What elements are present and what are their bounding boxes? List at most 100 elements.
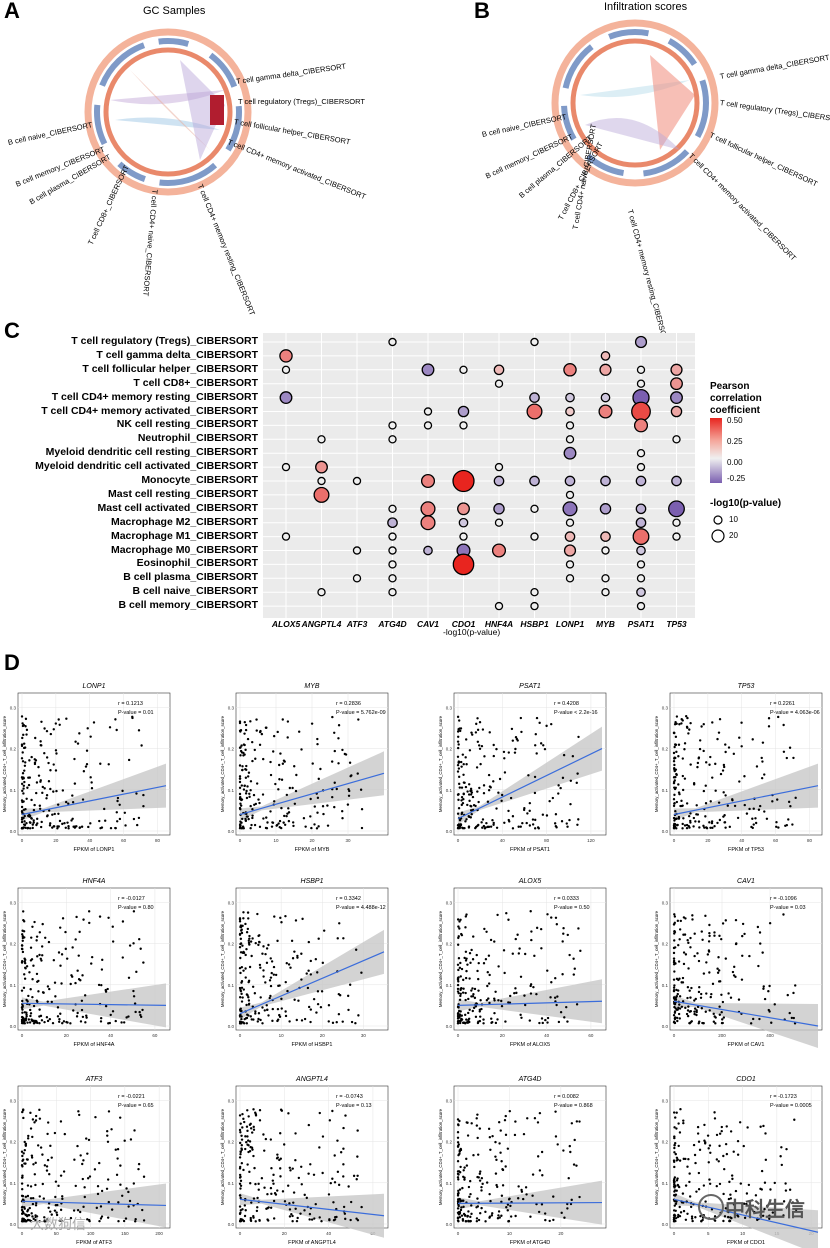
- scatter-point: [239, 802, 242, 805]
- scatter-point: [791, 1201, 795, 1204]
- scatter-point: [464, 1013, 467, 1017]
- scatter-point: [132, 989, 135, 993]
- scatter-point: [99, 1020, 103, 1023]
- scatter-point: [29, 1111, 32, 1115]
- scatter-point: [94, 1115, 97, 1119]
- scatter-point: [681, 788, 685, 792]
- scatter-point: [695, 1009, 698, 1012]
- scatter-point: [677, 1185, 681, 1189]
- scatter-point: [238, 764, 242, 767]
- bubble-point: [600, 392, 611, 403]
- scatter-point: [28, 813, 31, 816]
- scatter-point: [352, 1174, 356, 1178]
- scatter-point: [460, 803, 464, 807]
- scatter-point: [701, 938, 704, 941]
- scatter-point: [342, 1175, 345, 1178]
- scatter-point: [465, 1018, 468, 1021]
- scatter-point: [704, 1010, 707, 1013]
- legend-colorbar: [710, 418, 722, 483]
- scatter-point: [60, 953, 64, 956]
- scatter-point: [702, 1184, 706, 1187]
- scatter-point: [723, 1215, 727, 1218]
- scatter-point: [677, 791, 681, 794]
- scatter-point: [55, 1211, 58, 1214]
- scatter-point: [546, 1016, 550, 1020]
- scatter-point: [132, 817, 136, 821]
- bubble-point: [494, 518, 504, 527]
- scatter-point: [569, 1150, 572, 1154]
- scatter-r-value: r = 0.0333: [554, 896, 579, 902]
- scatter-point: [131, 716, 134, 720]
- scatter-point: [50, 1000, 53, 1004]
- scatter-point: [92, 721, 96, 724]
- scatter-point: [331, 1021, 335, 1025]
- scatter-point: [472, 804, 476, 807]
- scatter-point: [757, 964, 760, 968]
- scatter-point: [573, 967, 576, 970]
- scatter-point: [506, 1209, 509, 1212]
- scatter-point: [90, 781, 93, 784]
- scatter-point: [706, 1134, 710, 1137]
- scatter-point: [458, 927, 461, 930]
- scatter-point: [762, 1124, 765, 1128]
- scatter-point: [20, 820, 24, 824]
- scatter-point: [693, 1010, 696, 1013]
- scatter-point: [40, 720, 43, 723]
- scatter-point: [674, 810, 677, 813]
- scatter-point: [466, 1214, 469, 1218]
- scatter-point: [727, 1197, 731, 1201]
- scatter-point: [22, 1016, 25, 1020]
- scatter-point: [83, 1186, 86, 1189]
- scatter-point: [477, 1153, 480, 1156]
- scatter-point: [680, 722, 683, 725]
- scatter-point: [39, 1146, 43, 1149]
- scatter-point: [456, 715, 460, 719]
- scatter-point: [288, 1215, 292, 1218]
- bubble-point: [315, 460, 328, 474]
- scatter-point: [141, 1208, 144, 1212]
- scatter-point: [696, 952, 699, 955]
- scatter-point: [794, 1208, 798, 1211]
- scatter-point: [554, 1110, 557, 1113]
- scatter-point: [275, 824, 278, 827]
- scatter-point: [280, 1109, 284, 1112]
- scatter-point: [698, 1148, 702, 1152]
- bubble-point: [317, 588, 326, 597]
- scatter-point: [38, 1008, 41, 1011]
- scatter-point: [53, 1209, 57, 1212]
- scatter-point: [238, 1114, 242, 1117]
- scatter-point: [142, 961, 145, 964]
- scatter-title: ANGPTL4: [295, 1076, 328, 1083]
- bubble-y-tick: Macrophage M2_CIBERSORT: [110, 515, 258, 528]
- scatter-point: [725, 1152, 729, 1156]
- scatter-point: [116, 796, 120, 800]
- scatter-point: [724, 826, 727, 829]
- scatter-point: [554, 824, 558, 828]
- bubble-point: [670, 405, 683, 418]
- scatter-point: [761, 760, 764, 763]
- scatter-x-title: FPKM of ATG4D: [510, 1240, 551, 1246]
- scatter-point: [127, 976, 131, 979]
- scatter-x-tick: 400: [766, 1033, 774, 1038]
- scatter-point: [248, 937, 251, 940]
- scatter-point: [741, 934, 744, 938]
- bubble-point: [313, 486, 330, 503]
- scatter-y-tick: 0.1: [446, 983, 453, 988]
- scatter-point: [106, 1134, 109, 1137]
- scatter-point: [672, 996, 676, 1000]
- bubble-point: [672, 518, 681, 527]
- legend-size-small: [713, 515, 723, 525]
- scatter-point: [739, 1182, 743, 1185]
- scatter-point: [333, 1218, 337, 1221]
- scatter-point: [48, 824, 52, 827]
- scatter-point: [730, 1216, 733, 1220]
- scatter-point: [302, 817, 306, 820]
- scatter-point: [52, 790, 55, 793]
- scatter-point: [491, 1212, 494, 1215]
- scatter-point: [711, 982, 715, 986]
- scatter-point: [747, 1183, 751, 1187]
- scatter-point: [30, 958, 34, 961]
- scatter-point: [464, 950, 468, 953]
- scatter-point: [243, 753, 246, 756]
- scatter-point: [244, 748, 247, 752]
